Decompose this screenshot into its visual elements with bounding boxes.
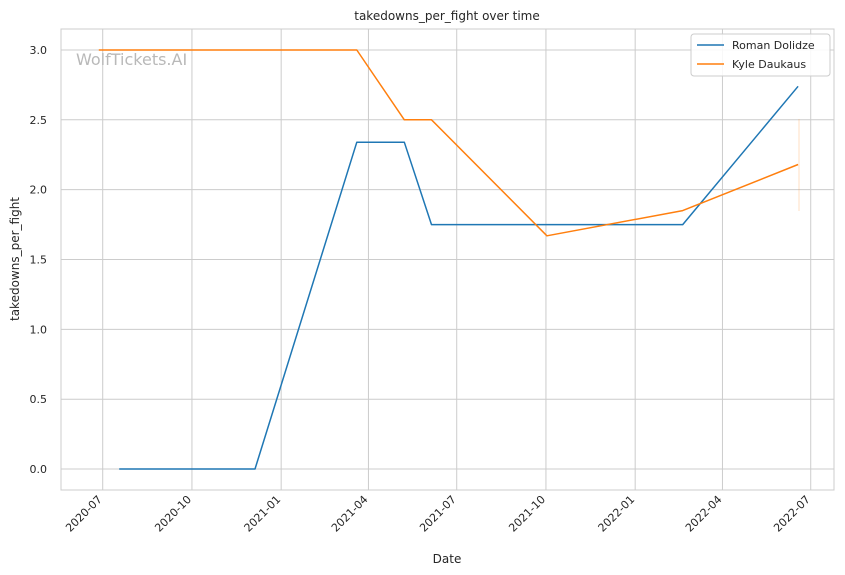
- legend-box: [690, 33, 831, 77]
- series-layer: [98, 49, 799, 470]
- y-tick-label: 3.0: [30, 44, 48, 57]
- y-tick-label: 0.0: [30, 463, 48, 476]
- y-tick-label: 2.0: [30, 184, 48, 197]
- grid-lines: [61, 29, 834, 490]
- y-axis-label: takedowns_per_fight: [8, 197, 22, 321]
- plot-frame: [60, 28, 835, 491]
- legend-label-roman-dolidze: Roman Dolidze: [732, 39, 815, 52]
- series-line-roman-dolidze: [119, 85, 799, 470]
- y-axis-ticks: 0.0 0.5 1.0 1.5 2.0 2.5 3.0: [30, 44, 48, 476]
- legend-label-kyle-daukaus: Kyle Daukaus: [732, 58, 806, 71]
- watermark: WolfTickets.AI: [76, 50, 187, 69]
- legend: Roman Dolidze Kyle Daukaus: [690, 33, 831, 77]
- y-tick-label: 2.5: [30, 114, 48, 127]
- y-tick-label: 1.5: [30, 254, 48, 267]
- series-line-kyle-daukaus: [98, 49, 799, 237]
- y-tick-label: 0.5: [30, 393, 48, 406]
- x-axis-label: Date: [433, 552, 462, 566]
- chart-title: takedowns_per_fight over time: [354, 9, 540, 23]
- y-tick-label: 1.0: [30, 323, 48, 336]
